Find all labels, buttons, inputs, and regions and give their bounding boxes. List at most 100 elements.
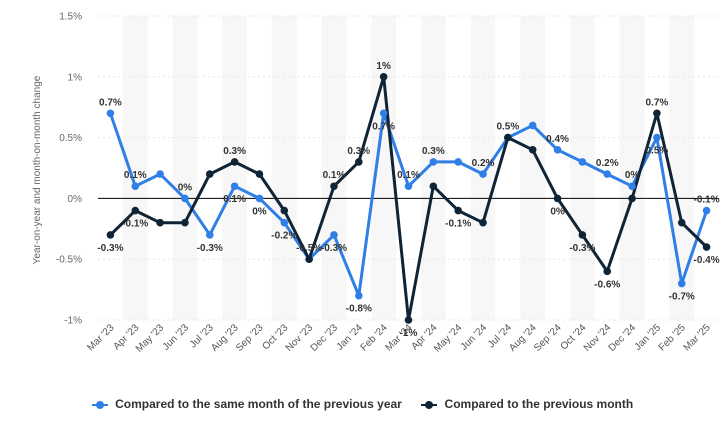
column-band [122, 16, 148, 320]
data-point [106, 231, 115, 239]
data-point [653, 133, 661, 142]
data-label: -0.3% [97, 243, 123, 254]
x-tick-label: Jun '24 [459, 322, 490, 353]
data-point [205, 231, 214, 239]
data-label: 0.3% [347, 146, 370, 157]
data-point [702, 206, 711, 215]
data-point [553, 194, 562, 203]
data-labels: 0.7%0.1%0%-0.3%0.1%0%-0.2%-0.5%-0.3%-0.8… [97, 61, 719, 339]
data-label: 0.4% [546, 134, 569, 145]
data-label: 1% [376, 61, 391, 72]
data-point [454, 158, 462, 166]
data-point [677, 218, 686, 227]
x-tick-label: Jun '23 [161, 322, 192, 353]
data-point [404, 316, 413, 324]
x-tick-label: Dec '24 [607, 322, 639, 354]
data-point [429, 158, 438, 166]
data-point [280, 218, 289, 227]
line-chart: -1% -0.5% 0% 0.5% 1% 1.5% Year-on-year and mo… [32, 12, 720, 355]
data-point [379, 73, 388, 81]
column-band [172, 16, 198, 320]
data-point [677, 279, 686, 288]
x-tick-label: Dec '23 [309, 322, 341, 354]
y-tick-label: 1% [68, 72, 83, 83]
data-label: 0.5% [496, 122, 519, 133]
y-tick-label: 0.5% [59, 133, 82, 144]
data-point [603, 170, 612, 178]
data-point [355, 291, 363, 300]
legend-item-yoy[interactable]: Compared to the same month of the previo… [91, 397, 402, 411]
data-point [255, 170, 264, 178]
data-point [702, 243, 711, 251]
data-label: -0.3% [197, 243, 223, 254]
x-tick-label: Sep '24 [532, 322, 564, 354]
data-point [230, 158, 239, 166]
data-point [454, 206, 462, 215]
data-label: 0.5% [646, 146, 669, 157]
data-point [479, 218, 487, 227]
column-band [321, 16, 347, 320]
data-point [504, 133, 512, 142]
data-point [305, 255, 313, 263]
data-point [603, 267, 612, 276]
data-label: 0.1% [397, 170, 420, 181]
y-axis-ticks: -1% -0.5% 0% 0.5% 1% 1.5% [56, 12, 82, 327]
data-point [181, 194, 189, 203]
data-point [156, 218, 164, 227]
data-point [230, 182, 239, 191]
legend-swatch-mom [421, 400, 438, 409]
data-point [330, 182, 338, 191]
data-point [156, 170, 164, 178]
x-tick-label: May '23 [134, 322, 167, 355]
series-points [106, 73, 711, 324]
data-label: -0.7% [669, 292, 695, 303]
data-label: 0.2% [472, 158, 495, 169]
data-point [653, 109, 661, 118]
data-label: 0% [550, 206, 565, 217]
x-tick-label: May '24 [432, 322, 465, 355]
x-tick-label: Mar '23 [85, 322, 116, 353]
data-point [628, 182, 636, 191]
data-label: -0.1% [694, 195, 720, 206]
data-point [628, 194, 636, 203]
data-label: -0.5% [296, 243, 322, 254]
legend-item-mom[interactable]: Compared to the previous month [421, 397, 633, 411]
column-band [420, 16, 446, 320]
data-point [578, 231, 587, 239]
data-label: -0.1% [122, 219, 148, 230]
data-point [181, 218, 189, 227]
legend-label-mom: Compared to the previous month [444, 397, 634, 411]
data-point [404, 182, 413, 191]
data-point [528, 121, 537, 130]
data-point [280, 206, 289, 215]
data-point [578, 158, 587, 166]
legend: Compared to the same month of the previo… [0, 397, 725, 411]
data-label: -0.4% [694, 255, 720, 266]
data-point [379, 109, 388, 118]
y-tick-label: 0% [68, 194, 83, 205]
data-label: 0.3% [223, 146, 246, 157]
data-point [355, 158, 363, 166]
data-label: 0.1% [323, 170, 346, 181]
data-point [106, 109, 115, 118]
legend-swatch-yoy [91, 400, 108, 409]
column-band [669, 16, 695, 320]
data-label: 0% [625, 170, 640, 181]
data-label: 0% [178, 182, 193, 193]
legend-label-yoy: Compared to the same month of the previo… [115, 397, 402, 411]
column-band [569, 16, 595, 320]
y-axis-label: Year-on-year and month-on-month change [32, 75, 43, 264]
data-point [553, 145, 562, 154]
data-label: 0% [252, 206, 267, 217]
column-band [271, 16, 297, 320]
data-label: 0.7% [646, 97, 669, 108]
x-tick-label: Sep '23 [234, 322, 266, 354]
x-tick-label: Mar '25 [682, 322, 713, 353]
data-point [330, 231, 338, 239]
data-label: 0.1% [124, 170, 147, 181]
data-label: -0.1% [445, 219, 471, 230]
data-label: -0.2% [271, 231, 297, 242]
data-label: -0.6% [594, 279, 620, 290]
data-point [255, 194, 264, 203]
data-point [131, 206, 140, 215]
